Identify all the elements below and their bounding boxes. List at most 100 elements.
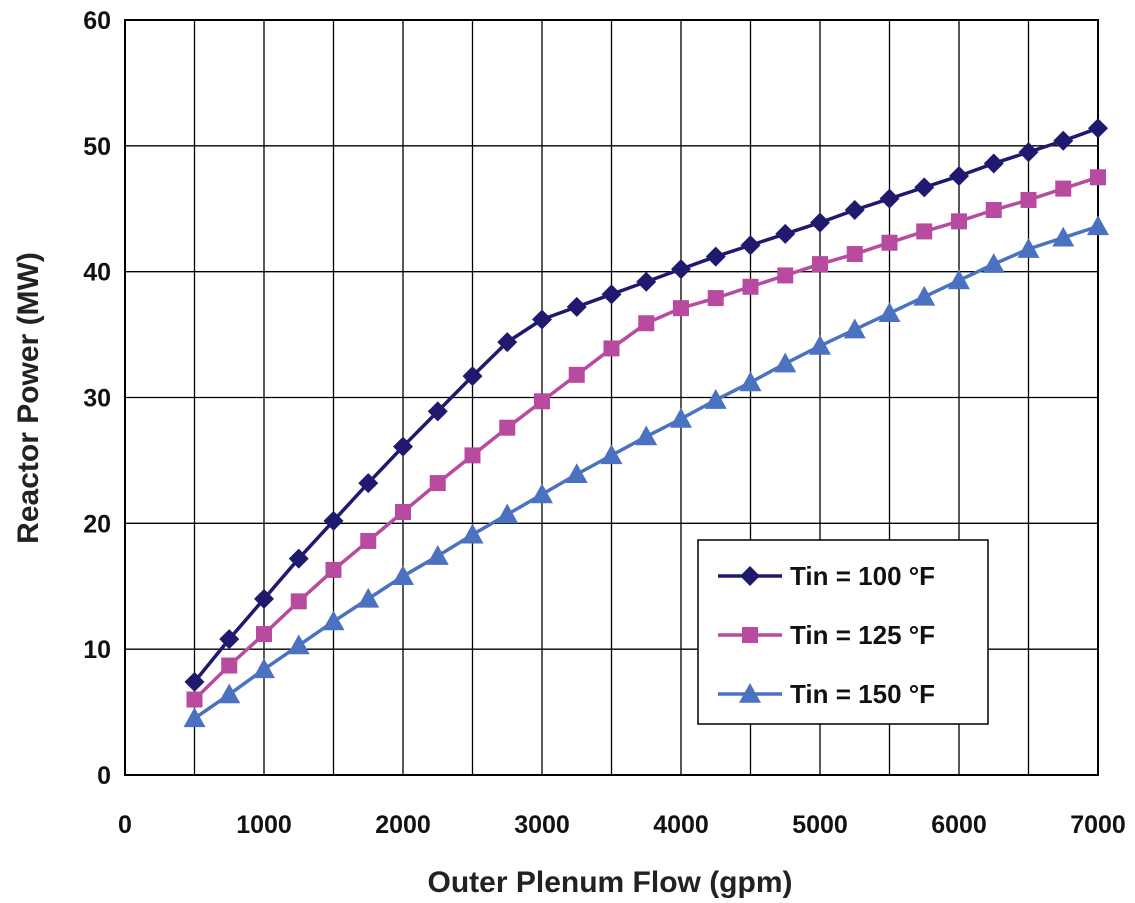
data-point-square [846, 246, 863, 263]
data-point-triangle [1017, 238, 1040, 258]
data-point-diamond [566, 296, 587, 317]
data-point-triangle [704, 389, 727, 409]
data-point-triangle [739, 371, 762, 392]
data-point-diamond [393, 436, 413, 457]
data-point-diamond [705, 246, 726, 267]
data-point-square [603, 340, 620, 357]
data-point-square [429, 475, 446, 492]
data-point-triangle [357, 587, 380, 608]
data-point-diamond [914, 177, 935, 198]
data-point-diamond [462, 366, 483, 387]
data-point-triangle [426, 545, 449, 565]
data-point-diamond [427, 401, 448, 422]
data-point-triangle [913, 285, 936, 306]
legend-label: Tin = 100 °F [790, 561, 935, 591]
legend-label: Tin = 125 °F [790, 620, 935, 650]
data-point-diamond [636, 271, 657, 292]
y-tick-label: 40 [83, 259, 111, 287]
legend-marker-square [742, 627, 758, 643]
data-point-square [256, 626, 272, 643]
data-point-square [951, 213, 967, 230]
x-tick-label: 6000 [931, 811, 987, 839]
data-point-triangle [218, 683, 241, 704]
plot-area-frame [124, 19, 1099, 776]
data-point-square [1055, 180, 1072, 197]
series-group [183, 118, 1109, 728]
x-tick-label: 5000 [792, 811, 848, 839]
data-point-diamond [497, 332, 518, 353]
data-point-diamond [671, 259, 691, 280]
data-point-diamond [532, 309, 552, 330]
data-point-triangle [774, 352, 797, 373]
y-tick-label: 10 [83, 636, 111, 664]
data-point-square [742, 278, 759, 295]
data-point-square [777, 267, 794, 284]
data-point-square [325, 561, 342, 578]
data-point-square [1090, 169, 1106, 186]
data-point-square [186, 691, 203, 708]
data-point-triangle [565, 463, 588, 484]
data-point-square [1020, 191, 1037, 208]
data-point-diamond [358, 473, 379, 494]
legend-item: Tin = 100 °F [718, 561, 935, 591]
data-point-triangle [878, 302, 901, 322]
data-point-triangle [531, 483, 553, 504]
data-point-triangle [496, 503, 519, 524]
data-point-diamond [601, 284, 622, 305]
legend-item: Tin = 125 °F [718, 620, 935, 650]
data-point-triangle [670, 407, 692, 428]
data-point-triangle [183, 707, 206, 728]
data-point-diamond [288, 548, 309, 569]
y-tick-label: 60 [83, 7, 111, 35]
x-tick-label: 2000 [375, 811, 431, 839]
data-point-square [290, 593, 307, 610]
x-axis-title: Outer Plenum Flow (gpm) [428, 866, 793, 899]
data-point-square [812, 256, 828, 273]
legend-label: Tin = 150 °F [790, 679, 935, 709]
data-point-triangle [843, 318, 866, 339]
data-point-diamond [740, 235, 761, 256]
data-point-triangle [253, 658, 275, 679]
series-1 [184, 118, 1108, 692]
legend-item: Tin = 150 °F [718, 679, 935, 709]
data-point-triangle [1087, 215, 1109, 236]
data-point-triangle [392, 565, 414, 585]
data-point-triangle [322, 610, 345, 631]
data-point-diamond [254, 588, 274, 609]
data-point-triangle [982, 253, 1005, 273]
x-tick-label: 7000 [1070, 811, 1126, 839]
data-point-square [707, 290, 724, 307]
data-point-square [881, 234, 898, 251]
data-point-diamond [879, 188, 900, 209]
data-point-triangle [1052, 226, 1075, 247]
data-point-diamond [810, 212, 830, 233]
data-point-square [464, 447, 481, 464]
x-tick-label: 4000 [653, 811, 709, 839]
data-point-square [395, 504, 411, 521]
data-point-square [221, 657, 238, 674]
data-point-triangle [809, 334, 831, 355]
x-axis-ticks: 0 1000 2000 3000 4000 5000 6000 7000 [118, 811, 1126, 839]
data-point-diamond [775, 223, 796, 244]
y-tick-label: 50 [83, 133, 111, 161]
series-3 [183, 215, 1109, 728]
data-point-diamond [184, 671, 205, 692]
data-point-triangle [600, 444, 623, 465]
legend-marker-diamond [740, 566, 760, 586]
data-point-square [638, 315, 655, 332]
series-2 [186, 169, 1106, 708]
data-point-triangle [948, 269, 970, 290]
data-point-triangle [287, 634, 310, 655]
data-point-square [360, 532, 377, 549]
data-point-triangle [635, 425, 658, 446]
data-point-square [985, 202, 1002, 219]
data-point-square [499, 419, 516, 436]
data-point-triangle [461, 523, 484, 544]
data-point-diamond [1018, 142, 1039, 163]
legend: Tin = 100 °F Tin = 125 °F Tin = 150 °F [697, 539, 989, 725]
data-point-diamond [1053, 130, 1074, 151]
legend-marker-triangle [739, 683, 761, 703]
x-tick-label: 0 [118, 811, 132, 839]
